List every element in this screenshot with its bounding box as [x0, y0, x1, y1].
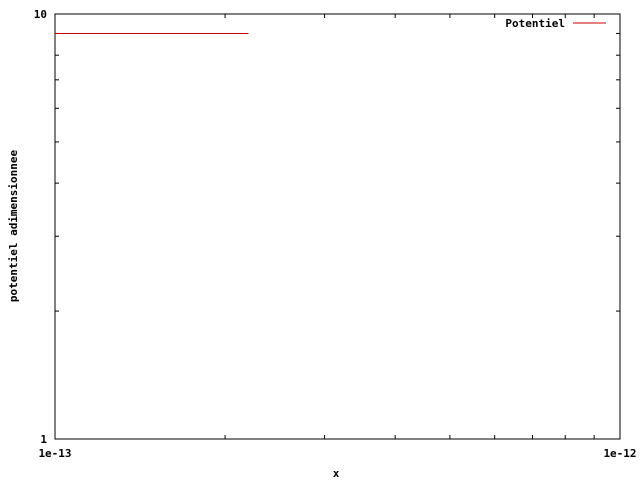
y-tick-label-max: 10 — [34, 8, 47, 21]
x-tick-label-min: 1e-13 — [38, 447, 71, 460]
plot-frame — [54, 13, 621, 440]
x-axis-label: x — [333, 467, 340, 480]
ticks — [54, 13, 621, 440]
legend-label: Potentiel — [505, 17, 565, 30]
y-axis-label: potentiel adimensionnee — [7, 149, 20, 302]
y-tick-label-min: 1 — [40, 433, 47, 446]
x-tick-label-max: 1e-12 — [603, 447, 636, 460]
legend: Potentiel — [505, 17, 606, 30]
